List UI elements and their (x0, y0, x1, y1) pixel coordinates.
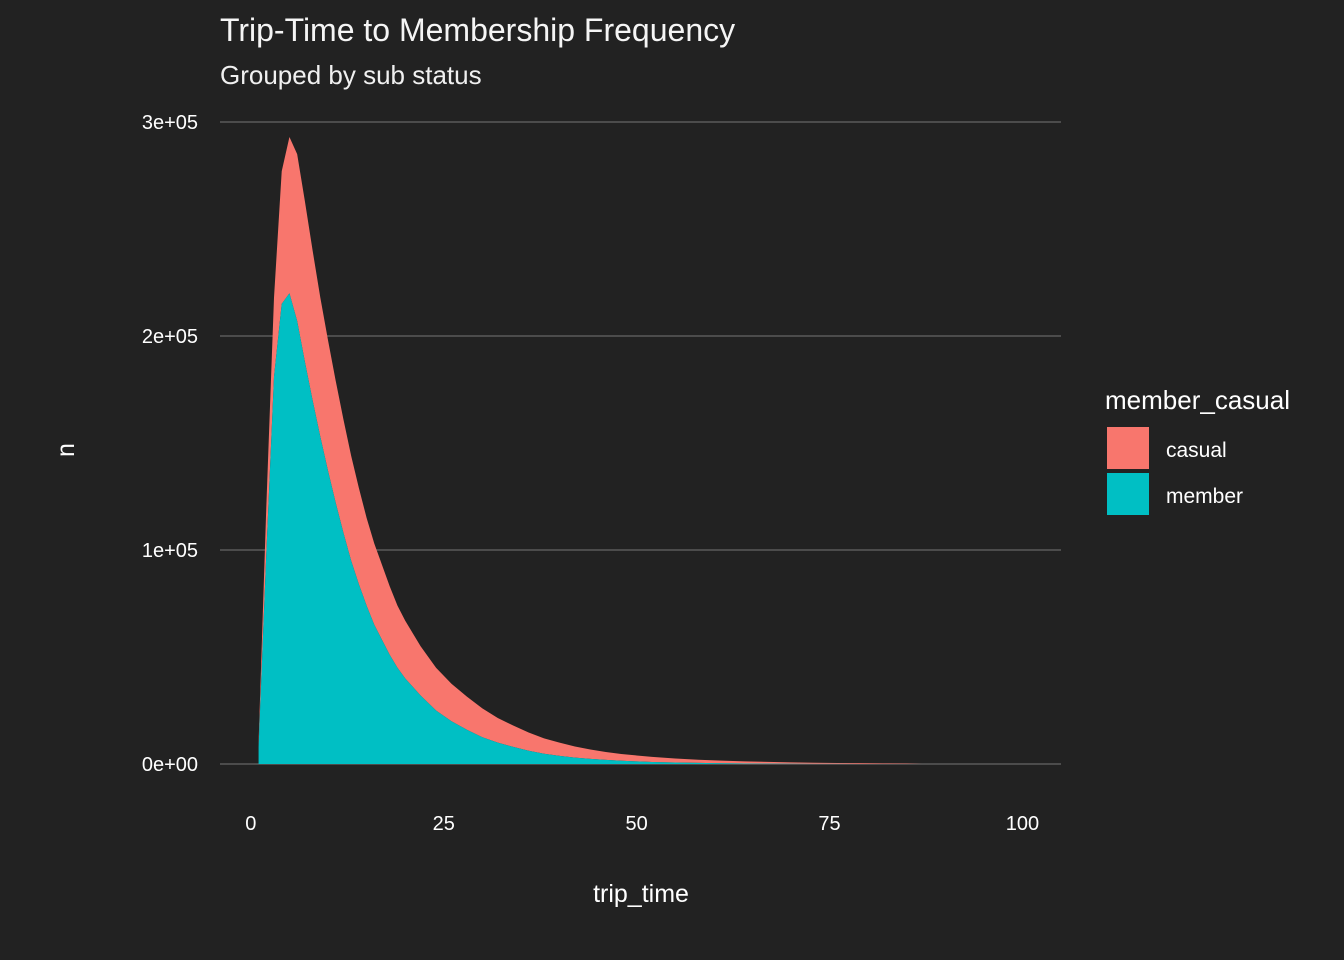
y-axis-title: n (52, 443, 80, 457)
y-tick-label: 0e+00 (142, 754, 198, 776)
x-tick-label: 100 (1006, 813, 1039, 835)
x-tick-label: 25 (433, 813, 455, 835)
legend-key-member (1107, 473, 1149, 515)
y-tick-label: 3e+05 (142, 112, 198, 134)
legend-label-member: member (1166, 485, 1243, 508)
legend: member_casual casual member (1105, 385, 1290, 515)
series-area-member (258, 293, 923, 764)
plot-areas (258, 136, 923, 765)
x-tick-label: 50 (626, 813, 648, 835)
x-axis-ticks: 0 25 50 75 100 (245, 813, 1039, 835)
legend-title: member_casual (1105, 385, 1290, 415)
chart-title: Trip-Time to Membership Frequency (220, 12, 735, 48)
x-axis-title: trip_time (593, 880, 689, 908)
y-tick-label: 1e+05 (142, 540, 198, 562)
y-axis-ticks: 0e+00 1e+05 2e+05 3e+05 (142, 112, 198, 776)
legend-key-casual (1107, 427, 1149, 469)
y-tick-label: 2e+05 (142, 326, 198, 348)
x-tick-label: 75 (818, 813, 840, 835)
legend-label-casual: casual (1166, 439, 1227, 462)
x-tick-label: 0 (245, 813, 256, 835)
chart-subtitle: Grouped by sub status (220, 60, 482, 90)
